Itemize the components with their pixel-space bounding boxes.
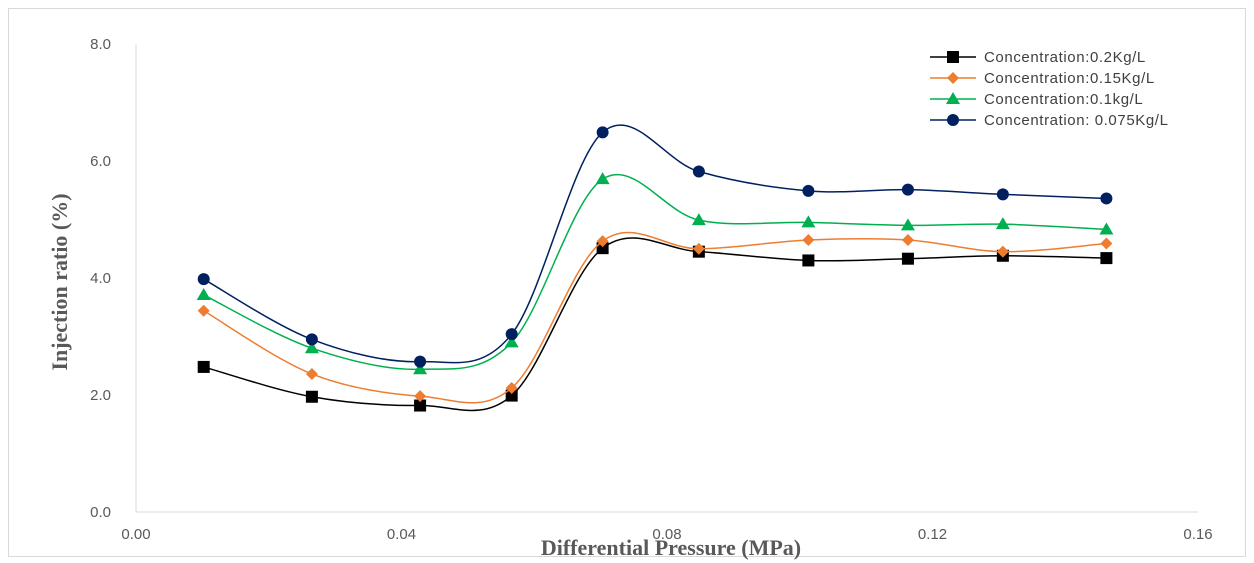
legend-marker (947, 114, 959, 126)
data-point (596, 242, 609, 255)
data-point (505, 389, 518, 402)
legend-label: Concentration:0.1kg/L (984, 91, 1143, 108)
data-point (197, 360, 210, 373)
x-tick-label: 0.12 (918, 526, 947, 543)
y-tick-label: 2.0 (90, 387, 111, 404)
series-line (203, 173, 1107, 371)
data-point (996, 188, 1009, 201)
data-point (504, 335, 519, 348)
data-point (901, 252, 914, 265)
data-point (505, 328, 518, 341)
y-tick-label: 6.0 (90, 153, 111, 170)
data-point (414, 355, 427, 368)
data-point (305, 390, 318, 403)
tick-labels: 0.00 0.04 0.08 0.12 0.16 0.0 2.0 4.0 6.0 8.0 (90, 36, 1212, 543)
legend-marker (946, 92, 960, 104)
data-point (304, 341, 319, 354)
data-point (1100, 237, 1113, 250)
legend-label: Concentration: 0.075Kg/L (984, 112, 1169, 129)
data-point (900, 218, 915, 231)
x-axis-title: Differential Pressure (MPa) (541, 535, 801, 560)
data-point (995, 217, 1010, 230)
chart-frame (8, 8, 1246, 557)
series-2 (197, 231, 1113, 404)
data-point (596, 235, 609, 248)
data-point (996, 245, 1009, 258)
legend: Concentration:0.2Kg/L Concentration:0.15K… (930, 49, 1169, 129)
x-tick-label: 0.00 (121, 526, 150, 543)
y-tick-label: 4.0 (90, 270, 111, 287)
data-point (692, 242, 705, 255)
legend-marker (947, 72, 959, 84)
x-tick-label: 0.08 (652, 526, 681, 543)
series-line (203, 124, 1107, 364)
x-tick-label: 0.16 (1183, 526, 1212, 543)
plot-area (135, 44, 1198, 513)
data-point (595, 172, 610, 185)
data-point (1099, 222, 1114, 235)
data-point (802, 254, 815, 267)
data-point (801, 215, 816, 228)
y-tick-label: 0.0 (90, 504, 111, 521)
series-1 (197, 237, 1113, 412)
legend-item: Concentration:0.2Kg/L (930, 49, 1146, 66)
data-point (305, 333, 318, 346)
series-3 (196, 172, 1114, 375)
legend-marker (947, 51, 959, 63)
data-point (305, 367, 318, 380)
data-point (1100, 192, 1113, 205)
data-point (197, 273, 210, 286)
data-point (505, 381, 518, 394)
data-point (196, 287, 211, 300)
data-point (414, 399, 427, 412)
data-point (901, 183, 914, 196)
data-point (802, 233, 815, 246)
data-point (414, 390, 427, 403)
legend-item: Concentration:0.15Kg/L (930, 70, 1155, 87)
data-point (1100, 252, 1113, 265)
data-point (692, 165, 705, 178)
legend-item: Concentration:0.1kg/L (930, 91, 1143, 108)
x-tick-label: 0.04 (387, 526, 416, 543)
legend-item: Concentration: 0.075Kg/L (930, 112, 1169, 129)
legend-label: Concentration:0.15Kg/L (984, 70, 1155, 87)
data-point (691, 213, 706, 226)
data-point (197, 304, 210, 317)
y-tick-label: 8.0 (90, 36, 111, 53)
data-point (413, 362, 428, 375)
series-line (203, 231, 1107, 404)
series-4 (197, 124, 1113, 368)
data-point (596, 126, 609, 139)
series-line (203, 237, 1107, 412)
y-axis-title: Injection ratio (%) (47, 193, 72, 370)
data-point (802, 184, 815, 197)
data-point (901, 233, 914, 246)
legend-label: Concentration:0.2Kg/L (984, 49, 1146, 66)
series-layer (196, 124, 1114, 412)
